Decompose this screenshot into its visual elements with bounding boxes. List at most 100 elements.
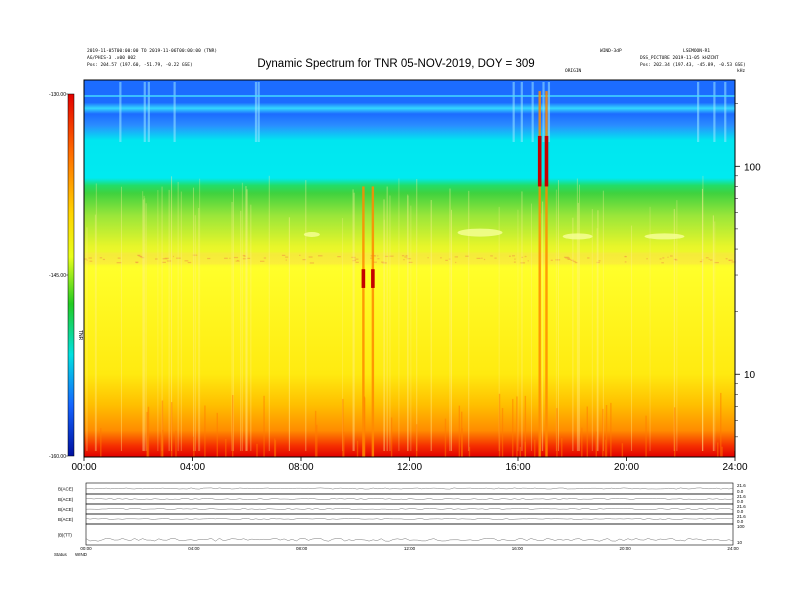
spectrogram-speckle bbox=[351, 256, 356, 259]
spectrogram-streak bbox=[449, 188, 451, 451]
spectrogram-speckle bbox=[229, 257, 231, 259]
spectrogram-speckle bbox=[233, 256, 239, 259]
spectrogram-spike bbox=[501, 408, 504, 457]
spectrogram-streak bbox=[701, 188, 703, 451]
spectrogram-spike bbox=[170, 402, 173, 457]
spectrogram-spike bbox=[720, 392, 722, 457]
spectrogram-speckle bbox=[281, 254, 286, 256]
spectrogram-speckle bbox=[406, 258, 412, 260]
spectrogram-streak bbox=[144, 198, 146, 451]
spectrogram-speckle bbox=[714, 261, 719, 264]
spectrogram-speckle bbox=[725, 258, 728, 260]
colorbar-ticks: -130.00 -145.00 -160.00 bbox=[49, 92, 68, 460]
spectrogram-spike bbox=[162, 429, 164, 457]
spectrogram-streak bbox=[342, 218, 344, 451]
colorbar-tick-label: -130.00 bbox=[49, 92, 66, 98]
header-right-line2: DSS_PICTURE 2019-11-05 kHZCNT bbox=[640, 56, 719, 61]
spectrogram-speckle bbox=[377, 258, 380, 260]
header-right-line3: Pos: 202.34 (197.43, -45.89, -0.53 GSE) bbox=[640, 63, 746, 68]
spectrogram-streak bbox=[199, 178, 201, 451]
spectrogram-speckle bbox=[88, 257, 92, 259]
spectrogram-speckle bbox=[99, 257, 103, 259]
spectrogram-speckle bbox=[184, 260, 189, 262]
lower-panel-tick: 21.6 bbox=[737, 514, 746, 519]
y-axis-right: 100 10 bbox=[735, 103, 761, 438]
spectrogram-speckle bbox=[598, 260, 601, 262]
spectrogram-speckle bbox=[550, 259, 553, 261]
spectrogram-streak bbox=[142, 191, 144, 451]
spectrogram-speckle bbox=[708, 258, 710, 260]
burst-core bbox=[371, 269, 375, 288]
lower-x-tick-label: 08:00 bbox=[296, 546, 308, 551]
spectrogram-spike bbox=[524, 395, 527, 457]
x-tick-label: 08:00 bbox=[288, 462, 313, 473]
spectrogram-speckle bbox=[302, 259, 306, 261]
x-tick-label: 12:00 bbox=[397, 462, 422, 473]
spectrogram-streak bbox=[353, 192, 355, 451]
spectrogram-speckle bbox=[508, 255, 511, 257]
spectrogram-streak bbox=[578, 184, 580, 451]
spectrogram-streak bbox=[386, 186, 388, 451]
spectrogram-streak bbox=[697, 82, 700, 142]
spectrogram-streak bbox=[521, 191, 523, 451]
lower-panel-tick: 21.6 bbox=[737, 504, 746, 509]
spectrogram-speckle bbox=[564, 257, 570, 259]
lower-panel-series bbox=[85, 518, 734, 520]
spectrogram-streak bbox=[180, 191, 182, 451]
lower-panel-tick: 21.6 bbox=[737, 494, 746, 499]
spectrogram-streak bbox=[498, 206, 500, 451]
spectrogram-speckle bbox=[670, 255, 673, 257]
lower-panel-tick: 0.0 bbox=[737, 499, 744, 504]
spectrogram-streak bbox=[512, 82, 515, 142]
spectrogram-speckle bbox=[377, 255, 379, 257]
lower-panel-tick: 21.6 bbox=[737, 483, 746, 488]
spectrogram-streak bbox=[143, 82, 146, 142]
spectrogram-speckle bbox=[263, 257, 267, 259]
spectrogram-spike bbox=[415, 424, 418, 457]
spectrogram-spike bbox=[263, 395, 265, 457]
spectrogram-speckle bbox=[527, 260, 529, 262]
spectrogram-speckle bbox=[162, 261, 166, 263]
spectrogram-speckle bbox=[481, 257, 483, 259]
spectrogram-spike bbox=[595, 431, 597, 457]
spectrogram-streak bbox=[143, 195, 145, 451]
spectrogram-spike bbox=[175, 430, 177, 457]
spectrogram-spike bbox=[519, 446, 522, 457]
spectrogram bbox=[83, 79, 736, 458]
spectrogram-streak bbox=[119, 82, 122, 142]
lower-panel-tick: 100 bbox=[737, 524, 745, 529]
spectrogram-speckle bbox=[176, 257, 181, 259]
spectrogram-streak bbox=[352, 189, 354, 451]
spectrogram-streak bbox=[468, 190, 470, 452]
burst-body bbox=[538, 91, 541, 457]
spectrogram-spike bbox=[216, 412, 218, 457]
spectrogram-streak bbox=[383, 219, 385, 451]
spectrogram-streak bbox=[577, 202, 579, 451]
lower-panel-tick: 10 bbox=[737, 540, 743, 545]
lower-panel-label: B(ACE) bbox=[58, 507, 74, 512]
header-right-a: WIND-3dP bbox=[600, 49, 622, 54]
spectrogram-speckle bbox=[646, 258, 648, 260]
burst-core bbox=[537, 135, 542, 187]
spectrogram-speckle bbox=[427, 257, 429, 259]
spectrogram-speckle bbox=[514, 258, 516, 260]
spectrogram-speckle bbox=[710, 259, 713, 261]
spectrogram-speckle bbox=[659, 258, 662, 260]
spectrogram-speckle bbox=[448, 258, 451, 260]
spectrogram-spike bbox=[390, 417, 393, 457]
colorbar bbox=[67, 93, 75, 457]
spectrogram-patch bbox=[562, 233, 593, 240]
spectrogram-speckle bbox=[483, 258, 486, 261]
burst-core bbox=[361, 269, 366, 288]
spectrogram-speckle bbox=[116, 262, 122, 264]
spectrogram-speckle bbox=[699, 260, 703, 263]
spectrogram-streak bbox=[161, 186, 163, 451]
spectrogram-speckle bbox=[172, 255, 174, 258]
colorbar-tick-label: -145.00 bbox=[49, 273, 66, 279]
spectrogram-streak bbox=[254, 82, 258, 142]
x-tick-label: 00:00 bbox=[71, 462, 96, 473]
spectrogram-speckle bbox=[237, 259, 239, 262]
spectrogram-speckle bbox=[667, 256, 669, 258]
spectrogram-speckle bbox=[84, 258, 87, 260]
colorbar-unit-label: TNR bbox=[77, 330, 83, 341]
